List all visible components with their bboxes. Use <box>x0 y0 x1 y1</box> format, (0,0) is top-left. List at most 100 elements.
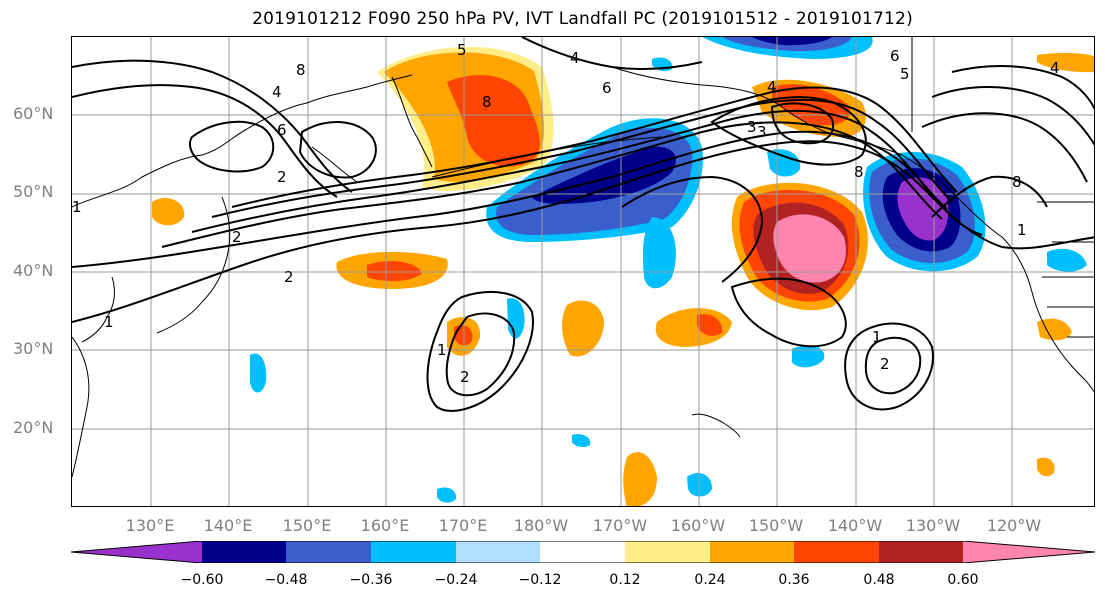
map-canvas: 8 6 5 4 6 4 8 6 5 4 2 3 8 1 2 2 1 2 1 8 … <box>72 37 1094 506</box>
map-title: 2019101212 F090 250 hPa PV, IVT Landfall… <box>252 9 913 29</box>
shade-pos-band40-core <box>367 261 422 282</box>
contour-label: 1 <box>104 313 114 331</box>
colorbar-bin <box>794 541 880 563</box>
contour-label: 5 <box>900 65 910 83</box>
contour-label: 2 <box>232 228 242 246</box>
contour-16 <box>710 96 867 166</box>
contour-12 <box>445 312 516 397</box>
contour-label: 3 <box>757 123 767 141</box>
shade-neg-pac-purple <box>897 177 949 241</box>
contour-label: 1 <box>72 198 82 216</box>
lat-label: 50°N <box>13 182 54 201</box>
colorbar-tick: 0.12 <box>609 572 641 588</box>
contour-9 <box>188 120 275 173</box>
lon-label: 150°W <box>748 516 804 535</box>
colorbar-bin <box>456 541 541 563</box>
contour-13 <box>844 322 934 411</box>
contour-label: 1 <box>1017 221 1027 239</box>
colorbar-bin <box>540 541 626 563</box>
lon-label: 140°W <box>827 516 883 535</box>
lat-label: 20°N <box>13 418 54 437</box>
contour-label: 4 <box>1050 59 1060 77</box>
shade-pos-se <box>1037 318 1072 341</box>
colorbar-bin <box>625 541 711 563</box>
shade-pos-okhotsk-core <box>447 75 540 167</box>
contour-10 <box>298 121 377 179</box>
contour-18 <box>951 65 1094 110</box>
colorbar-tick: 0.24 <box>694 572 726 588</box>
contour-label: 2 <box>284 268 294 286</box>
contour-label: 4 <box>767 78 777 96</box>
contour-14 <box>864 337 922 395</box>
contour-label: 2 <box>460 368 470 386</box>
contour-label: 6 <box>890 47 900 65</box>
contour-21 <box>931 175 1048 218</box>
shade-pos-main-pink <box>773 214 846 283</box>
contour-label: 4 <box>570 49 580 67</box>
contour-label: 2 <box>880 355 890 373</box>
contour-22 <box>621 175 764 283</box>
lon-label: 140°E <box>203 516 253 535</box>
lon-label: 160°W <box>670 516 726 535</box>
shaded-fields <box>152 37 1094 506</box>
shade-neg-west2 <box>507 298 525 339</box>
contour-label: 8 <box>854 163 864 181</box>
lon-label: 170°E <box>438 516 488 535</box>
coast-usa <box>1031 291 1094 393</box>
contour-label: 8 <box>296 61 306 79</box>
colorbar-bin <box>879 541 964 563</box>
coast-korea <box>81 276 115 343</box>
coast-china <box>72 336 90 478</box>
shade-neg-trough-core <box>532 146 676 204</box>
lat-label: 30°N <box>13 339 54 358</box>
coast-asia <box>72 74 413 208</box>
shade-pos-south <box>623 452 657 506</box>
colorbar-tick: 0.60 <box>947 572 979 588</box>
shade-neg-bc <box>767 149 801 177</box>
colorbar-bin <box>71 541 202 563</box>
shade-neg-alaska-navy <box>752 37 832 46</box>
coast-japan <box>156 196 231 334</box>
contour-2 <box>72 130 983 268</box>
graticule <box>72 37 1094 506</box>
shade-neg-bottom <box>437 487 457 503</box>
contour-11 <box>426 291 534 412</box>
shade-neg-hi3 <box>572 434 591 448</box>
contour-5 <box>211 98 953 218</box>
lon-label: 160°E <box>360 516 410 535</box>
colorbar-tick: 0.36 <box>778 572 810 588</box>
shade-pos-jap <box>152 197 185 226</box>
contour-label: 6 <box>602 79 612 97</box>
shade-pos-far <box>1037 457 1055 477</box>
lon-label: 120°W <box>986 516 1042 535</box>
colorbar-tick: −0.12 <box>518 572 562 588</box>
contour-8 <box>72 59 353 193</box>
colorbar-tick: −0.24 <box>434 572 478 588</box>
border-us-states <box>1037 201 1094 338</box>
contour-label: 1 <box>872 328 882 346</box>
contour-label: 8 <box>482 93 492 111</box>
lon-label: 130°W <box>905 516 961 535</box>
lon-label: 130°E <box>125 516 175 535</box>
lon-label: 170°W <box>592 516 648 535</box>
colorbar-tick: −0.60 <box>180 572 224 588</box>
coast-bc <box>901 154 1033 293</box>
shade-pos-ne <box>1037 52 1094 73</box>
contour-23 <box>521 37 703 71</box>
contour-label: 2 <box>277 168 287 186</box>
colorbar-tick: −0.48 <box>264 572 308 588</box>
shade-neg-hi1 <box>792 345 825 368</box>
hawaii <box>691 413 741 438</box>
colorbar-bin <box>202 541 287 563</box>
lon-label: 150°E <box>282 516 332 535</box>
shade-pos-mid2-core <box>697 314 723 336</box>
colorbar-tick: 0.48 <box>863 572 895 588</box>
contour-19 <box>931 86 1094 146</box>
colorbar-bin <box>286 541 372 563</box>
contour-label: 5 <box>457 41 467 59</box>
lon-label: 180°W <box>513 516 569 535</box>
shade-neg-stem <box>642 217 676 289</box>
lat-label: 60°N <box>13 104 54 123</box>
contour-lines <box>72 37 1094 412</box>
contour-labels: 8 6 5 4 6 4 8 6 5 4 2 3 8 1 2 2 1 2 1 8 … <box>72 41 1060 386</box>
